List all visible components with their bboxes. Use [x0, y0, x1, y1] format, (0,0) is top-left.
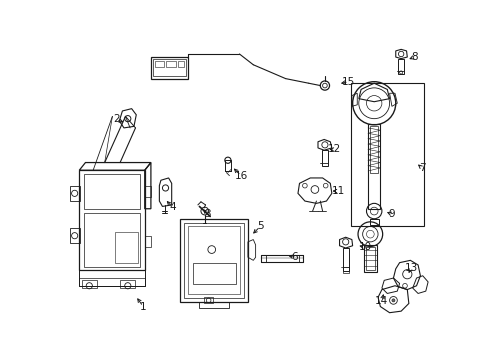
Bar [144, 186, 151, 197]
Text: 16: 16 [234, 171, 247, 181]
Bar [79, 278, 144, 286]
Bar [397, 59, 404, 74]
Bar [261, 255, 303, 262]
Text: 5: 5 [256, 221, 263, 231]
Bar [321, 150, 327, 166]
Bar [367, 124, 380, 209]
Bar [342, 248, 348, 271]
Bar [261, 255, 265, 262]
Bar [84, 213, 140, 266]
Text: 14: 14 [374, 296, 388, 306]
Bar [70, 186, 80, 201]
Text: 7: 7 [418, 163, 425, 173]
Text: 10: 10 [358, 242, 371, 252]
Bar [193, 263, 235, 284]
Bar [180, 219, 247, 302]
Circle shape [391, 299, 394, 302]
Bar [183, 222, 244, 298]
Bar [151, 57, 187, 78]
Text: 9: 9 [388, 209, 394, 219]
Bar [350, 83, 424, 226]
Bar [203, 297, 213, 303]
Text: 3: 3 [204, 209, 211, 219]
Text: 15: 15 [342, 77, 355, 87]
Bar [154, 61, 163, 67]
Bar [115, 232, 138, 263]
Bar [153, 59, 185, 76]
Bar [187, 226, 240, 294]
Text: 4: 4 [169, 202, 175, 212]
Text: 11: 11 [331, 186, 344, 196]
Text: 12: 12 [327, 144, 341, 154]
Text: 13: 13 [404, 263, 417, 273]
Bar [70, 228, 80, 243]
Text: 8: 8 [410, 52, 417, 62]
Text: 2: 2 [113, 114, 119, 125]
Bar [84, 174, 140, 209]
Text: 1: 1 [140, 302, 146, 311]
Bar [365, 247, 374, 270]
Bar [298, 255, 303, 262]
Bar [342, 266, 348, 273]
Bar [369, 219, 378, 225]
Bar [364, 245, 376, 272]
Bar [178, 61, 183, 67]
Bar [369, 126, 377, 172]
Bar [166, 61, 175, 67]
Bar [224, 160, 230, 171]
Bar [81, 280, 97, 288]
Bar [120, 280, 135, 288]
Bar [144, 236, 151, 247]
Bar [199, 302, 228, 308]
Bar [79, 170, 144, 270]
Text: 6: 6 [291, 252, 298, 262]
